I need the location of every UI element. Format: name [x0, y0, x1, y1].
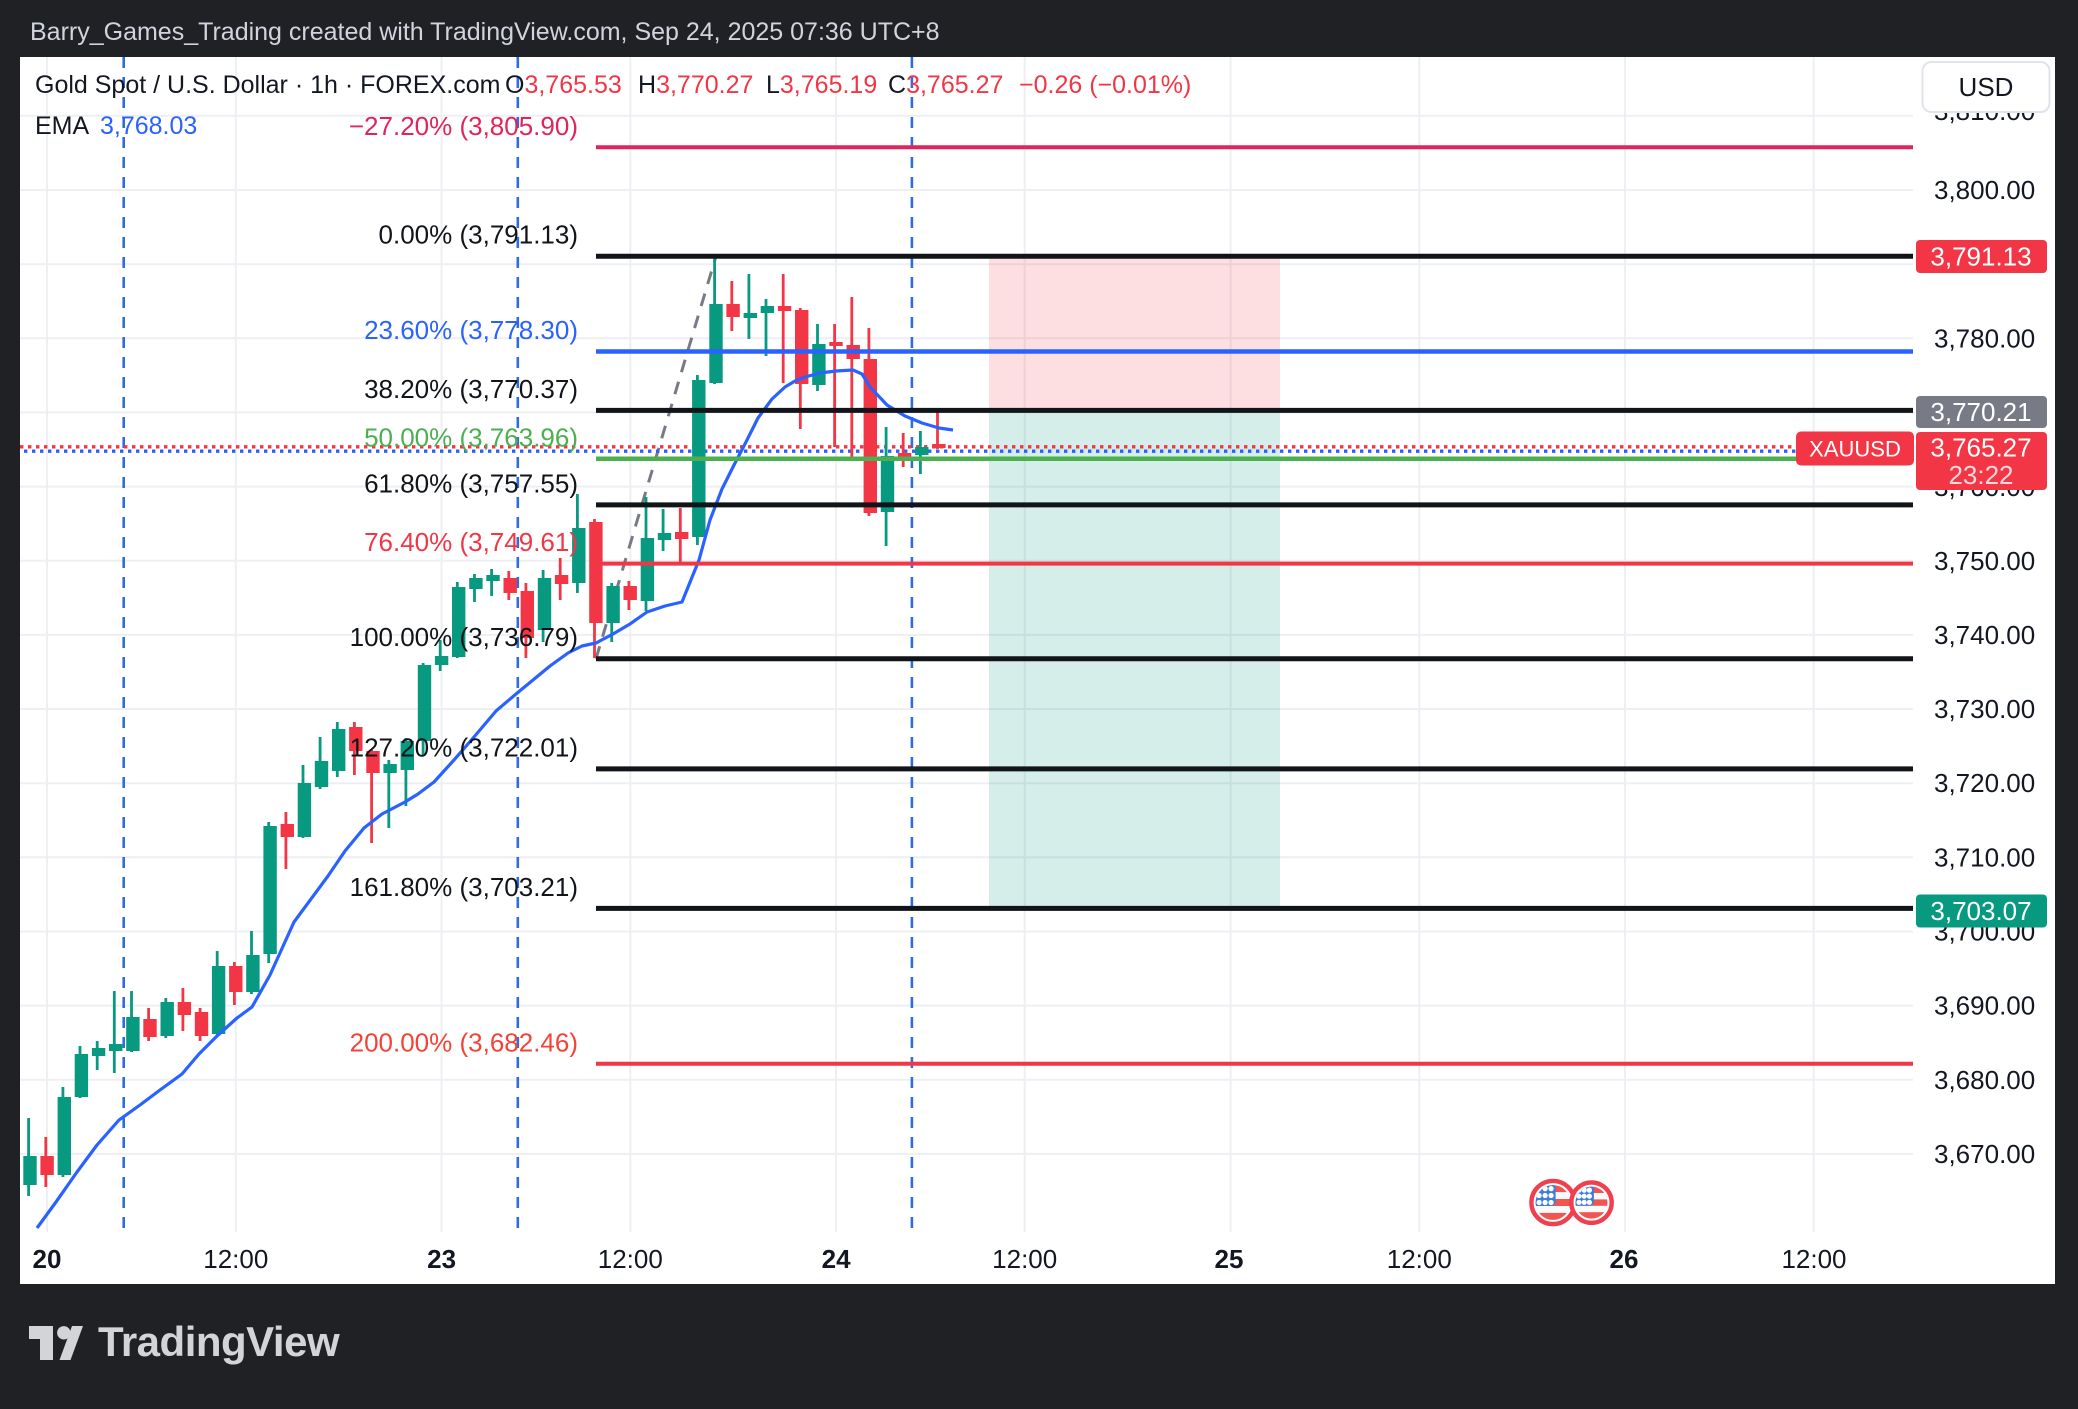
- svg-text:3,791.13: 3,791.13: [1930, 242, 2031, 272]
- svg-text:3,750.00: 3,750.00: [1934, 546, 2035, 576]
- svg-text:23.60% (3,778.30): 23.60% (3,778.30): [364, 315, 578, 345]
- svg-text:127.20% (3,722.01): 127.20% (3,722.01): [350, 732, 578, 762]
- svg-text:20: 20: [33, 1244, 62, 1274]
- svg-text:61.80% (3,757.55): 61.80% (3,757.55): [364, 468, 578, 498]
- svg-text:12:00: 12:00: [598, 1244, 663, 1274]
- svg-text:3,730.00: 3,730.00: [1934, 694, 2035, 724]
- svg-text:12:00: 12:00: [203, 1244, 268, 1274]
- svg-text:3,670.00: 3,670.00: [1934, 1139, 2035, 1169]
- svg-text:3,720.00: 3,720.00: [1934, 768, 2035, 798]
- svg-text:TradingView: TradingView: [98, 1318, 340, 1365]
- svg-text:3,703.07: 3,703.07: [1930, 896, 2031, 926]
- svg-text:25: 25: [1215, 1244, 1244, 1274]
- svg-text:3,710.00: 3,710.00: [1934, 842, 2035, 872]
- svg-text:76.40% (3,749.61): 76.40% (3,749.61): [364, 527, 578, 557]
- svg-text:23:22: 23:22: [1948, 460, 2013, 490]
- svg-text:23: 23: [427, 1244, 456, 1274]
- svg-text:161.80% (3,703.21): 161.80% (3,703.21): [350, 872, 578, 902]
- svg-text:3,740.00: 3,740.00: [1934, 620, 2035, 650]
- svg-text:12:00: 12:00: [1781, 1244, 1846, 1274]
- svg-text:200.00% (3,682.46): 200.00% (3,682.46): [350, 1027, 578, 1057]
- svg-text:3,680.00: 3,680.00: [1934, 1065, 2035, 1095]
- svg-text:3,765.27: 3,765.27: [1930, 433, 2031, 463]
- svg-text:12:00: 12:00: [992, 1244, 1057, 1274]
- svg-text:3,768.03: 3,768.03: [100, 112, 197, 140]
- svg-text:100.00% (3,736.79): 100.00% (3,736.79): [350, 622, 578, 652]
- svg-text:3,800.00: 3,800.00: [1934, 175, 2035, 205]
- svg-text:−27.20% (3,805.90): −27.20% (3,805.90): [349, 111, 578, 141]
- svg-text:3,770.21: 3,770.21: [1930, 397, 2031, 427]
- svg-text:3,780.00: 3,780.00: [1934, 323, 2035, 353]
- svg-text:EMA: EMA: [35, 112, 90, 140]
- svg-text:XAUUSD: XAUUSD: [1809, 437, 1901, 462]
- svg-text:Gold Spot / U.S. Dollar · 1h ·: Gold Spot / U.S. Dollar · 1h · FOREX.com…: [35, 71, 1191, 99]
- svg-text:0.00% (3,791.13): 0.00% (3,791.13): [379, 220, 578, 250]
- svg-text:12:00: 12:00: [1387, 1244, 1452, 1274]
- svg-text:24: 24: [822, 1244, 851, 1274]
- svg-text:26: 26: [1610, 1244, 1639, 1274]
- svg-text:38.20% (3,770.37): 38.20% (3,770.37): [364, 374, 578, 404]
- svg-text:Barry_Games_Trading created wi: Barry_Games_Trading created with Trading…: [30, 18, 940, 46]
- svg-text:3,690.00: 3,690.00: [1934, 991, 2035, 1021]
- svg-text:50.00% (3,763.96): 50.00% (3,763.96): [364, 422, 578, 452]
- svg-text:USD: USD: [1959, 72, 2014, 102]
